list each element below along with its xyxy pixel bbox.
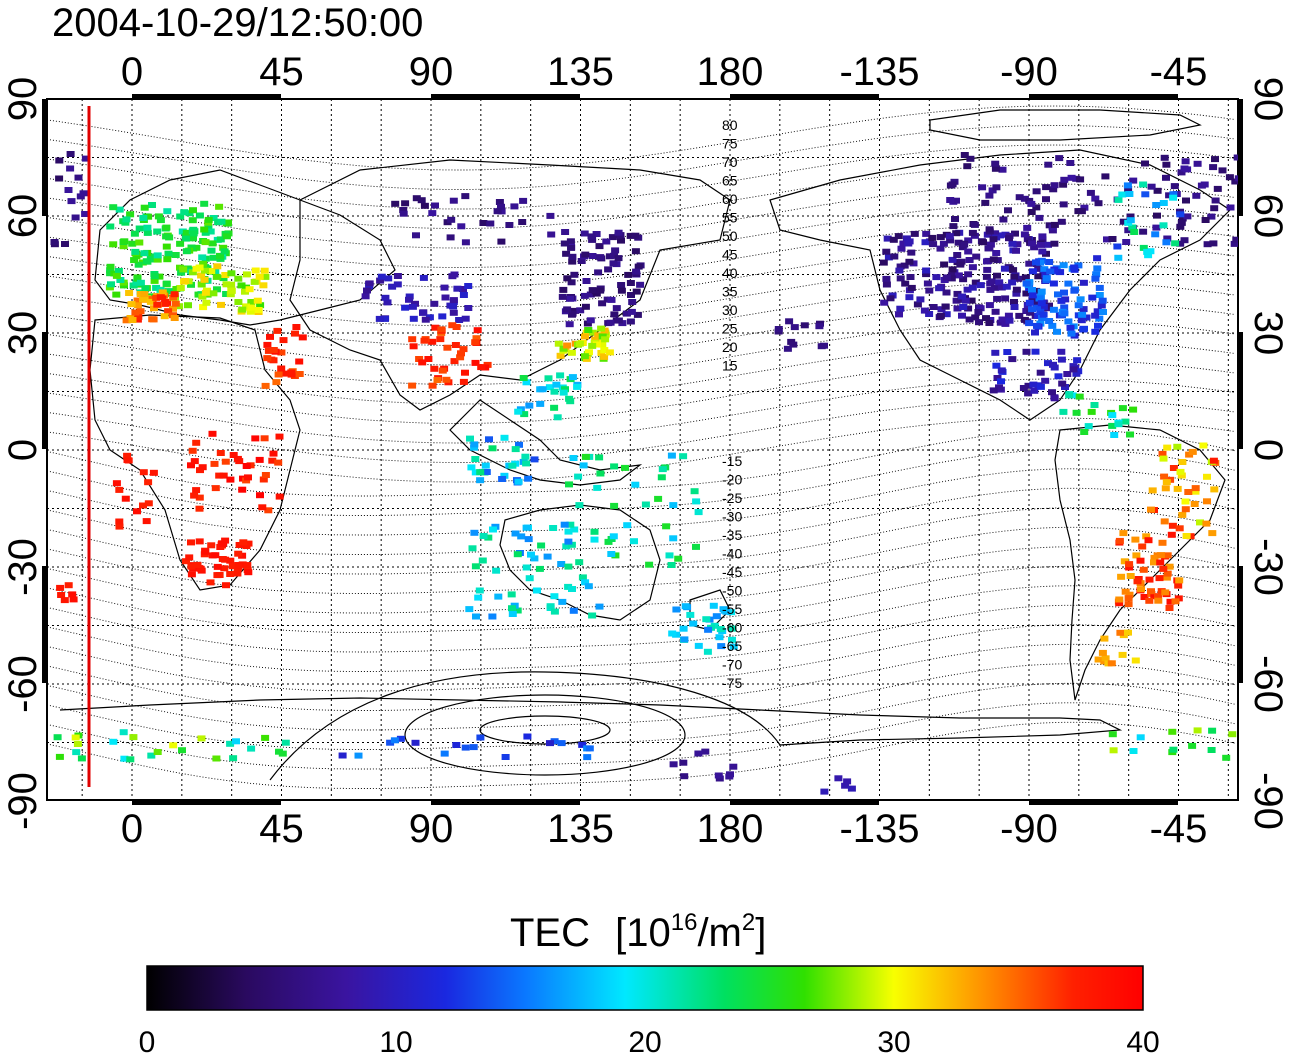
coast-australia — [499, 504, 661, 621]
coast-asia — [289, 159, 731, 411]
left-lat-tick-5: -60 — [1, 655, 45, 713]
coast-antarctica — [59, 697, 1123, 746]
coast-south-america — [1054, 424, 1226, 701]
bottom-lon-tick-4: 180 — [697, 807, 764, 851]
bottom-lon-tick-2: 90 — [409, 807, 454, 851]
top-lon-tick-7: -45 — [1150, 50, 1208, 94]
mlat-label-80: 80 — [722, 117, 738, 133]
mlat-label--35: -35 — [722, 527, 742, 543]
right-lat-tick-1: 60 — [1246, 194, 1290, 239]
colorbar-tick-10: 10 — [379, 1026, 412, 1057]
timestamp-title: 2004-10-29/12:50:00 — [52, 1, 423, 45]
colorbar-tick-30: 30 — [877, 1026, 910, 1057]
mlat-label-70: 70 — [722, 154, 738, 170]
top-lon-tick-6: -90 — [1000, 50, 1058, 94]
colorbar-tick-20: 20 — [628, 1026, 661, 1057]
mlat-label-65: 65 — [722, 173, 738, 189]
mlat-label-55: 55 — [722, 210, 738, 226]
mlat-label-15: 15 — [722, 358, 738, 374]
mlat-label-20: 20 — [722, 339, 738, 355]
left-lat-tick-4: -30 — [1, 538, 45, 596]
colorbar-ticks: 0 10 20 30 40 — [139, 1026, 1160, 1057]
bottom-lon-tick-7: -45 — [1150, 807, 1208, 851]
mlat-label--15: -15 — [722, 453, 742, 469]
left-lat-tick-6: -90 — [1, 772, 45, 830]
mlat-label--30: -30 — [722, 509, 742, 525]
coast-greenland — [929, 109, 1202, 141]
top-lon-tick-4: 180 — [697, 50, 764, 94]
right-latitude-ticks: 90 60 30 0 -30 -60 -90 — [1246, 77, 1290, 830]
right-lat-tick-2: 30 — [1246, 311, 1290, 356]
colorbar — [146, 965, 1144, 1011]
tec-observations — [50, 151, 1238, 795]
mlat-label--60: -60 — [722, 620, 742, 636]
right-lat-tick-4: -30 — [1246, 538, 1290, 596]
mlat-label--55: -55 — [722, 601, 742, 617]
mlat-label-35: 35 — [722, 284, 738, 300]
left-lat-tick-0: 90 — [1, 77, 45, 122]
mlat-label--20: -20 — [722, 472, 742, 488]
colorbar-tick-40: 40 — [1126, 1026, 1159, 1057]
magnetic-latitude-labels: 80 75 70 65 60 55 50 45 40 35 30 25 20 15 -15 -20 -25 -30… — [722, 117, 742, 691]
bottom-lon-tick-0: 0 — [121, 807, 143, 851]
left-latitude-ticks: 90 60 30 0 -30 -60 -90 — [1, 77, 45, 830]
mlat-label--75: -75 — [722, 675, 742, 691]
top-longitude-ticks: 0 45 90 135 180 -135 -90 -45 — [121, 50, 1208, 94]
top-lon-tick-1: 45 — [259, 50, 304, 94]
mlat-label-25: 25 — [722, 321, 738, 337]
mlat-label-40: 40 — [722, 265, 738, 281]
mlat-label-50: 50 — [722, 228, 738, 244]
mlat-label-30: 30 — [722, 302, 738, 318]
right-lat-tick-5: -60 — [1246, 655, 1290, 713]
mlat-label-60: 60 — [722, 191, 738, 207]
top-lon-tick-3: 135 — [547, 50, 614, 94]
axis-bars — [42, 94, 1243, 805]
mlat-label--25: -25 — [722, 490, 742, 506]
coast-seasia — [449, 399, 643, 486]
coast-north-america — [769, 149, 1231, 421]
coast-africa — [89, 314, 301, 591]
right-lat-tick-6: -90 — [1246, 772, 1290, 830]
coastlines — [59, 109, 1231, 746]
right-lat-tick-0: 90 — [1246, 77, 1290, 122]
right-lat-tick-3: 0 — [1246, 439, 1290, 461]
mlat-label--50: -50 — [722, 583, 742, 599]
top-lon-tick-0: 0 — [121, 50, 143, 94]
bottom-lon-tick-5: -135 — [839, 807, 919, 851]
mlat-label-75: 75 — [722, 136, 738, 152]
top-lon-tick-5: -135 — [839, 50, 919, 94]
left-lat-tick-3: 0 — [1, 439, 45, 461]
left-lat-tick-1: 60 — [1, 194, 45, 239]
mlat-label--40: -40 — [722, 546, 742, 562]
mlat-label--45: -45 — [722, 564, 742, 580]
mlat-label--70: -70 — [722, 657, 742, 673]
mlat-label-45: 45 — [722, 247, 738, 263]
bottom-longitude-ticks: 0 45 90 135 180 -135 -90 -45 — [121, 807, 1208, 851]
colorbar-label: TEC [1016/m2] — [510, 909, 766, 955]
top-lon-tick-2: 90 — [409, 50, 454, 94]
bottom-lon-tick-3: 135 — [547, 807, 614, 851]
bottom-lon-tick-6: -90 — [1000, 807, 1058, 851]
left-lat-tick-2: 30 — [1, 311, 45, 356]
south-polar-contours — [269, 671, 781, 781]
colorbar-tick-0: 0 — [139, 1026, 156, 1057]
bottom-lon-tick-1: 45 — [259, 807, 304, 851]
mlat-label--65: -65 — [722, 638, 742, 654]
